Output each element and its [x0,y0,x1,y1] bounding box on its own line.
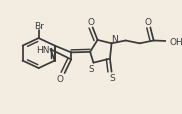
Text: S: S [88,65,94,74]
Text: OH: OH [169,37,182,46]
Text: S: S [110,74,115,83]
Text: O: O [57,74,64,83]
Text: O: O [88,18,94,26]
Text: Br: Br [34,21,43,30]
Text: O: O [144,18,151,26]
Text: HN: HN [36,45,50,54]
Text: N: N [112,34,118,43]
